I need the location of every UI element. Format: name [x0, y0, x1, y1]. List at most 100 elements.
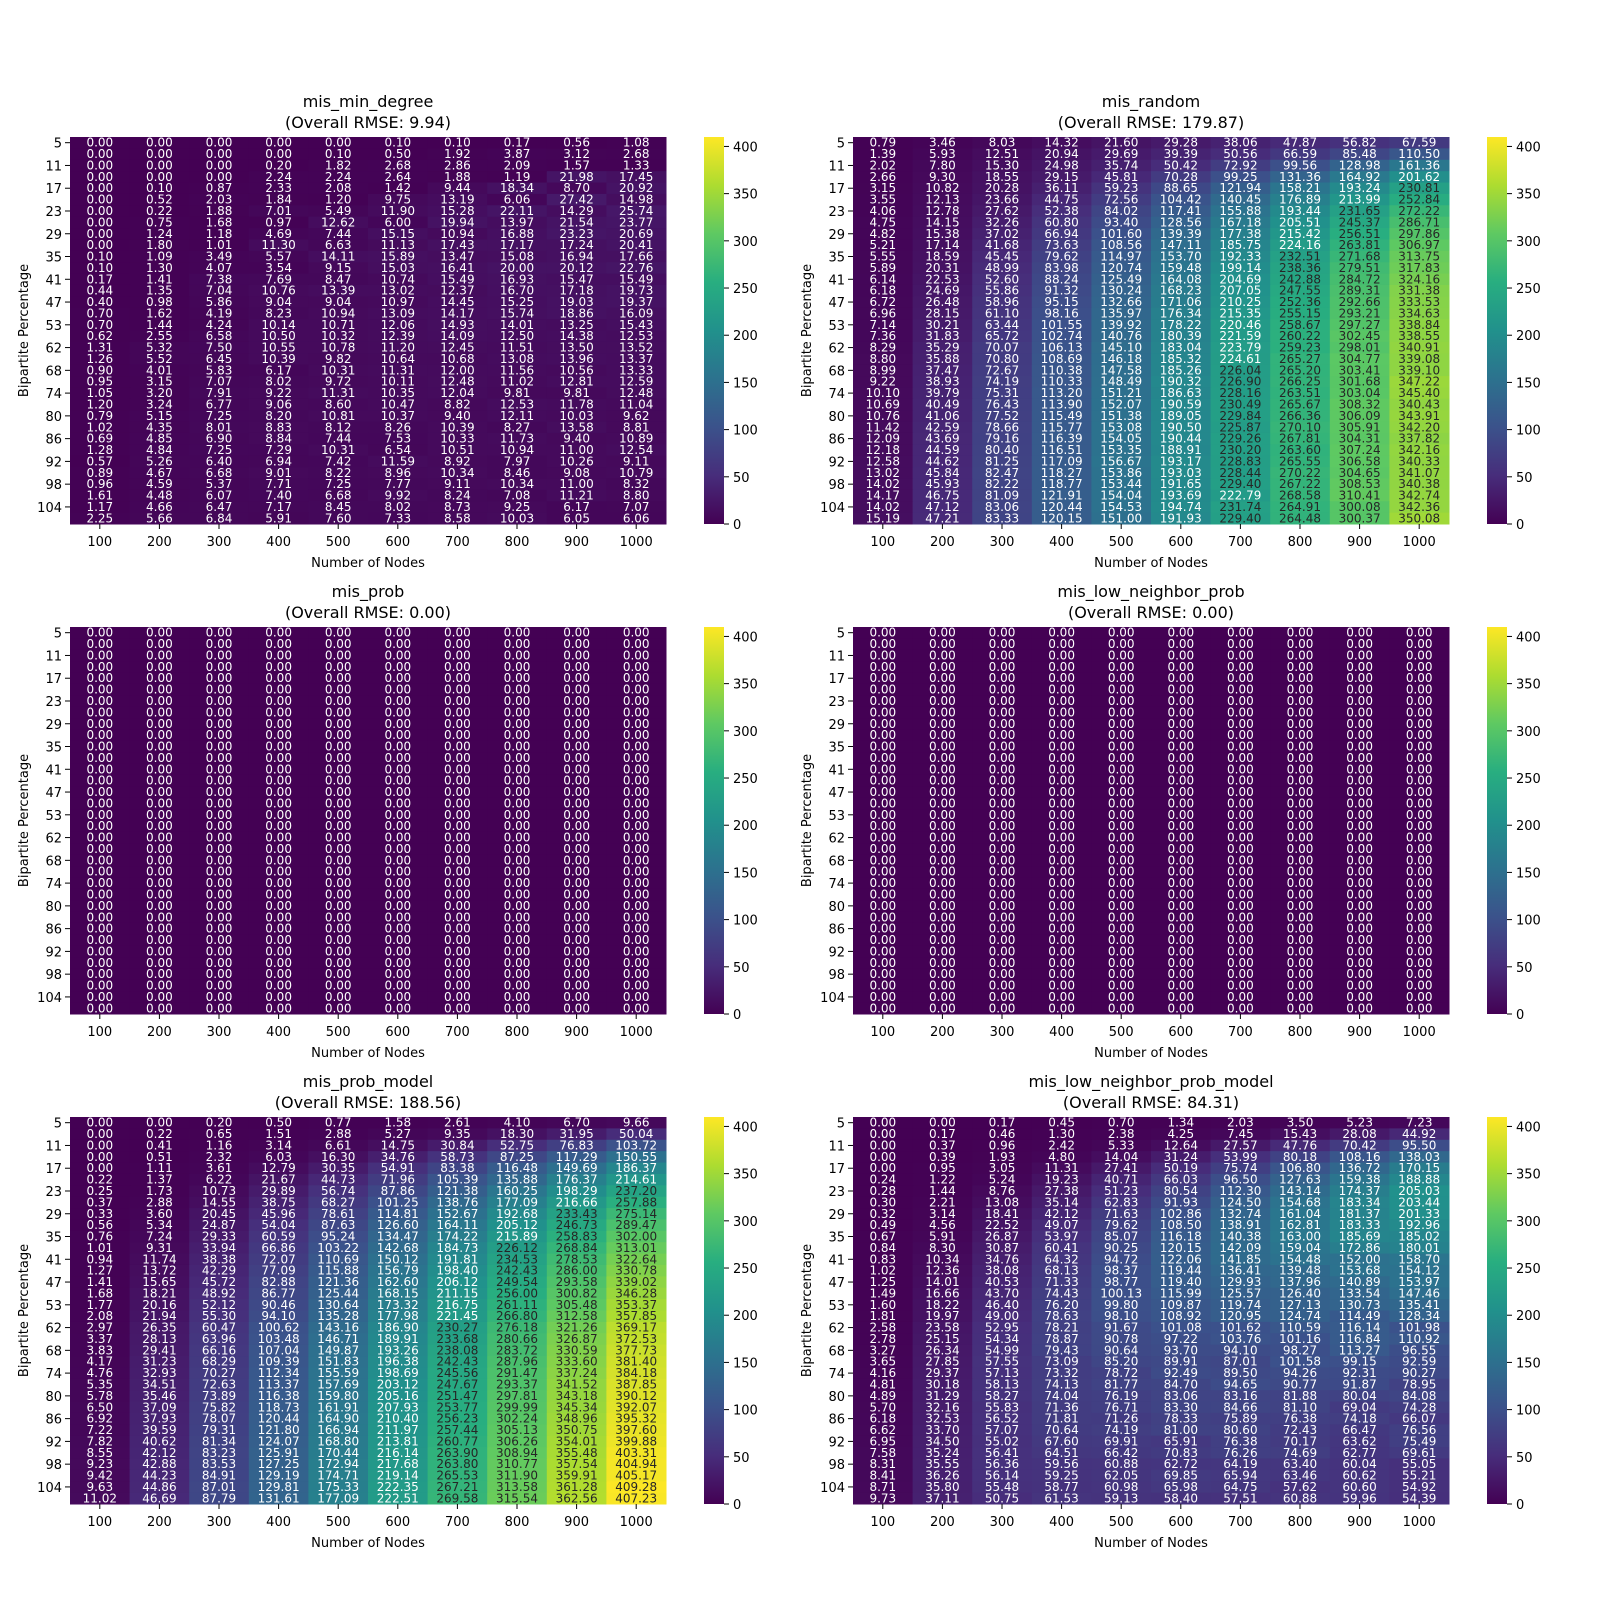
cell-value-label: 2.24 — [265, 170, 292, 184]
cell-value-label: 0.00 — [86, 204, 113, 218]
heatmap-cell — [606, 273, 667, 286]
heatmap-cell — [70, 387, 131, 400]
colorbar-tick-label: 350 — [733, 1168, 758, 1183]
colorbar-tick-label: 400 — [1516, 630, 1541, 645]
y-tick-label: 86 — [828, 923, 845, 938]
y-tick-label: 23 — [828, 1185, 845, 1200]
cell-value-label: 11.51 — [500, 341, 534, 355]
heatmap-cell — [129, 148, 190, 161]
cell-value-label: 8.02 — [265, 375, 292, 389]
heatmap-cell — [248, 341, 309, 354]
heatmap-cell — [248, 353, 309, 366]
cell-value-label: 10.68 — [440, 352, 474, 366]
heatmap-cell — [248, 159, 309, 172]
cell-value-label: 10.76 — [261, 284, 295, 298]
cell-value-label: 60.88 — [1283, 1491, 1317, 1505]
heatmap-cell — [427, 330, 488, 343]
cell-value-label: 12.39 — [381, 329, 415, 343]
heatmap-cell — [546, 171, 607, 184]
heatmap-cell — [248, 330, 309, 343]
x-tick-label: 500 — [1109, 535, 1134, 550]
colorbar-tick-label: 300 — [1516, 725, 1541, 740]
y-tick-label: 29 — [828, 718, 845, 733]
x-tick-label: 900 — [1347, 1515, 1372, 1530]
cell-value-label: 0.10 — [325, 147, 352, 161]
y-tick-label: 86 — [45, 923, 62, 938]
cell-value-label: 58.40 — [1164, 1491, 1198, 1505]
y-tick-label: 62 — [45, 342, 62, 357]
y-tick-label: 17 — [45, 1162, 62, 1177]
x-tick-label: 400 — [266, 535, 291, 550]
cell-value-label: 0.00 — [86, 170, 113, 184]
heatmap-cell — [308, 216, 369, 229]
heatmap-cell — [368, 250, 429, 263]
cell-value-label: 0.00 — [1346, 1001, 1373, 1015]
colorbar-tick-label: 300 — [733, 235, 758, 250]
heatmap-cell — [70, 250, 131, 263]
heatmap-cell — [606, 341, 667, 354]
panel-title: mis_low_neighbor_prob — [1057, 582, 1244, 602]
cell-value-label: 11.02 — [500, 375, 534, 389]
heatmap-cell — [546, 148, 607, 161]
x-tick-label: 100 — [870, 1025, 895, 1040]
heatmap-cell — [129, 228, 190, 240]
heatmap-cell — [546, 273, 607, 286]
heatmap-cell — [70, 330, 131, 343]
colorbar-tick-label: 400 — [733, 1120, 758, 1135]
heatmap-cell — [308, 330, 369, 343]
heatmap-cell — [368, 284, 429, 297]
colorbar-tick-label: 350 — [733, 678, 758, 693]
cell-value-label: 222.51 — [377, 1491, 419, 1505]
heatmap-cell — [487, 296, 548, 309]
colorbar-tick-label: 250 — [1516, 1262, 1541, 1277]
cell-value-label: 5.49 — [325, 204, 352, 218]
cell-value-label: 315.54 — [496, 1491, 538, 1505]
x-tick-label: 1000 — [1403, 1025, 1436, 1040]
cell-value-label: 14.45 — [440, 295, 474, 309]
cell-value-label: 15.74 — [500, 306, 534, 320]
colorbar-tick-label: 250 — [1516, 282, 1541, 297]
panel-subtitle: (Overall RMSE: 84.31) — [1063, 1093, 1239, 1112]
colorbar-tick-label: 200 — [733, 819, 758, 834]
cell-value-label: 1.20 — [325, 193, 352, 207]
cell-value-label: 4.24 — [206, 318, 233, 332]
cell-value-label: 0.00 — [929, 1001, 956, 1015]
x-tick-label: 1000 — [620, 1515, 653, 1530]
colorbar-tick-label: 400 — [1516, 1120, 1541, 1135]
y-tick-label: 74 — [45, 1367, 62, 1382]
cell-value-label: 1.33 — [623, 158, 650, 172]
cell-value-label: 12.50 — [500, 329, 534, 343]
cell-value-label: 6.00 — [384, 215, 411, 229]
y-tick-label: 98 — [45, 1458, 62, 1473]
heatmap-cell — [189, 182, 250, 195]
cell-value-label: 20.12 — [559, 261, 593, 275]
heatmap-cell — [189, 296, 250, 309]
cell-value-label: 0.10 — [86, 261, 113, 275]
x-tick-label: 700 — [445, 1025, 470, 1040]
heatmap-cell — [248, 216, 309, 229]
y-tick-label: 80 — [45, 900, 62, 915]
y-tick-label: 68 — [828, 1344, 845, 1359]
heatmap-cell — [129, 364, 190, 377]
heatmap-cell — [129, 137, 190, 149]
cell-value-label: 7.44 — [325, 227, 352, 241]
cell-value-label: 15.89 — [381, 250, 415, 264]
heatmap-cell — [427, 376, 488, 388]
cell-value-label: 13.52 — [619, 341, 653, 355]
colorbar-tick-label: 200 — [1516, 819, 1541, 834]
cell-value-label: 13.09 — [381, 306, 415, 320]
cell-value-label: 10.50 — [261, 329, 295, 343]
x-tick-label: 900 — [564, 1025, 589, 1040]
cell-value-label: 14.98 — [619, 193, 653, 207]
colorbar-tick-label: 100 — [733, 1404, 758, 1419]
heatmap-cell — [70, 216, 131, 229]
x-tick-label: 800 — [1288, 535, 1313, 550]
y-tick-label: 92 — [828, 1435, 845, 1450]
heatmap-cell — [427, 353, 488, 366]
y-tick-label: 29 — [45, 718, 62, 733]
x-tick-label: 600 — [385, 1515, 410, 1530]
heatmap-cell — [308, 193, 369, 206]
heatmap-cell — [70, 307, 131, 320]
heatmap-cell — [129, 376, 190, 388]
heatmap-cell — [248, 228, 309, 240]
